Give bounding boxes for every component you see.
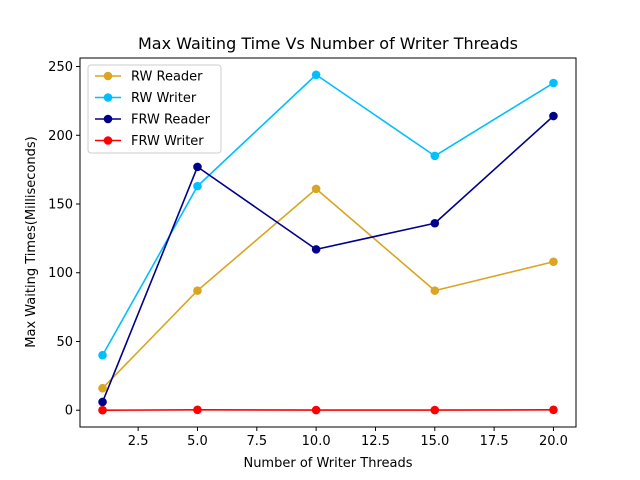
data-point-frw-writer [98,405,107,415]
data-point-frw-reader [430,218,440,228]
y-tick-label: 50 [56,335,73,350]
x-tick-label: 7.5 [246,434,267,449]
data-point-frw-writer [549,405,558,415]
x-tick-label: 5.0 [187,434,208,449]
y-tick-label: 150 [48,198,73,213]
data-point-rw-reader [549,257,558,267]
data-point-frw-writer [193,405,202,415]
data-point-rw-reader [193,286,202,295]
x-tick-label: 12.5 [361,434,390,449]
data-point-rw-reader [98,383,107,393]
y-tick-label: 0 [65,404,73,419]
x-tick-label: 2.5 [128,434,149,449]
chart-title: Max Waiting Time Vs Number of Writer Thr… [138,34,518,53]
series-rw-reader [98,184,558,393]
legend-marker [103,71,113,81]
x-tick-label: 17.5 [480,434,509,449]
x-tick-label: 15.0 [420,434,449,449]
data-point-rw-writer [98,350,107,360]
legend-item: RW Writer [95,91,197,106]
series-line-frw-reader [101,115,554,403]
legend-label: RW Writer [131,91,197,106]
data-point-rw-writer [549,78,558,88]
legend-label: FRW Reader [131,113,211,128]
y-tick-label: 100 [48,266,73,281]
y-axis: 0 50 100 150 200 250 [48,60,80,419]
x-tick-label: 10.0 [302,434,331,449]
data-point-frw-writer [430,405,440,415]
legend-item: FRW Writer [95,134,204,149]
legend-marker [103,136,113,145]
series-frw-reader [98,111,558,407]
legend-box [87,64,222,154]
series-frw-writer [98,405,558,415]
data-point-rw-writer [193,181,202,191]
legend-item: FRW Reader [95,113,211,128]
data-point-rw-writer [311,70,321,80]
legend-item: RW Reader [95,70,203,85]
legend: RW Reader RW Writer FRW Reader FRW Writer [87,64,222,154]
series-line-rw-reader [101,188,554,389]
series-rw-writer [98,70,558,360]
y-axis-label: Max Waiting Times(Milliseconds) [24,136,39,347]
y-tick-label: 200 [48,129,73,144]
data-point-frw-writer [311,405,321,415]
legend-label: RW Reader [131,70,203,85]
x-tick-label: 20.0 [539,434,568,449]
data-point-frw-reader [193,162,202,172]
legend-label: FRW Writer [131,134,204,149]
data-point-frw-reader [98,397,107,407]
legend-marker [103,114,113,124]
axes-frame [79,57,577,428]
data-point-rw-reader [311,184,321,194]
legend-marker [103,93,113,102]
data-point-frw-reader [549,111,558,121]
plot-area [98,70,558,415]
x-axis-label: Number of Writer Threads [243,456,412,471]
data-point-rw-writer [430,151,440,161]
data-point-rw-reader [430,286,440,295]
y-tick-label: 250 [48,60,73,75]
x-axis: 2.5 5.0 7.5 10.0 12.5 15.0 17.5 20.0 [128,427,568,449]
data-point-frw-reader [311,245,321,254]
